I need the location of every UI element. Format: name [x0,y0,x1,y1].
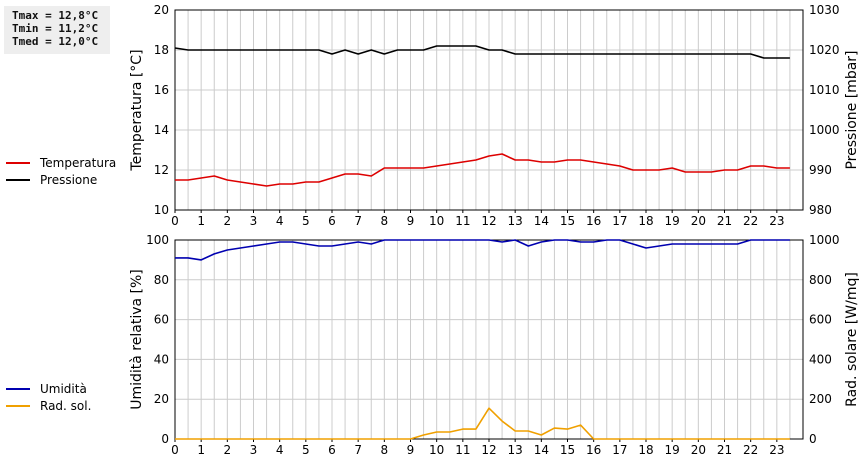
x-tick-label: 17 [612,214,627,228]
legend-swatch-pressure [6,178,30,181]
x-tick-label: 16 [586,214,601,228]
x-tick-label: 16 [586,443,601,457]
x-tick-label: 9 [407,214,415,228]
legend-item-humidity: Umidità [6,380,91,397]
y-tick-label-left: 40 [154,352,169,366]
y-tick-label-right: 1030 [809,3,840,17]
y-tick-label-right: 1000 [809,233,840,247]
x-tick-label: 9 [407,443,415,457]
x-tick-label: 18 [638,214,653,228]
y-tick-label-left: 60 [154,313,169,327]
x-tick-label: 8 [381,214,389,228]
x-tick-label: 3 [250,443,258,457]
series-line-temperature [175,153,790,187]
x-tick-label: 15 [560,443,575,457]
x-tick-label: 1 [197,214,205,228]
x-tick-label: 12 [481,443,496,457]
x-tick-label: 6 [328,214,336,228]
legend-label-humidity: Umidità [40,381,87,396]
x-tick-label: 11 [455,214,470,228]
stats-box: Tmax = 12,8°C Tmin = 11,2°C Tmed = 12,0°… [4,6,110,54]
x-tick-label: 10 [429,214,444,228]
y-tick-label-right: 990 [809,163,832,177]
series-line-humidity [175,239,790,261]
x-tick-label: 10 [429,443,444,457]
tmin-text: Tmin = 11,2°C [12,22,99,35]
y-tick-label-right: 1000 [809,123,840,137]
x-tick-label: 5 [302,443,310,457]
y-tick-label-left: 12 [154,163,169,177]
x-tick-label: 7 [354,214,362,228]
y-tick-label-right: 1020 [809,43,840,57]
y-tick-label-right: 980 [809,203,832,217]
x-tick-label: 23 [769,443,784,457]
y-tick-label-right: 600 [809,313,832,327]
y-tick-label-left: 100 [146,233,169,247]
x-tick-label: 4 [276,214,284,228]
y-axis-label-right: Pressione [mbar] [844,50,860,169]
x-tick-label: 8 [381,443,389,457]
legend-swatch-temperature [6,161,30,164]
x-tick-label: 3 [250,214,258,228]
y-tick-label-right: 200 [809,392,832,406]
legend-top: Temperatura Pressione [6,154,116,188]
x-tick-label: 4 [276,443,284,457]
x-tick-label: 0 [171,443,179,457]
legend-label-radiation: Rad. sol. [40,398,92,413]
legend-bottom: Umidità Rad. sol. [6,380,91,414]
x-tick-label: 7 [354,443,362,457]
x-tick-label: 18 [638,443,653,457]
x-tick-label: 2 [224,443,232,457]
series-line-radiation [175,407,790,440]
legend-swatch-humidity [6,387,30,390]
x-tick-label: 12 [481,214,496,228]
x-tick-label: 20 [691,214,706,228]
y-axis-label-right: Rad. solare [W/mq] [844,272,860,407]
y-tick-label-right: 1010 [809,83,840,97]
y-tick-label-left: 16 [154,83,169,97]
x-tick-label: 21 [717,443,732,457]
y-tick-label-left: 20 [154,392,169,406]
y-axis-label-left: Temperatura [°C] [129,49,145,171]
x-tick-label: 0 [171,214,179,228]
y-tick-label-right: 400 [809,352,832,366]
legend-item-temperature: Temperatura [6,154,116,171]
x-tick-label: 2 [224,214,232,228]
y-tick-label-left: 80 [154,273,169,287]
legend-label-temperature: Temperatura [40,155,117,170]
x-tick-label: 23 [769,214,784,228]
x-tick-label: 11 [455,443,470,457]
legend-item-radiation: Rad. sol. [6,397,91,414]
x-tick-label: 19 [665,214,680,228]
tmax-text: Tmax = 12,8°C [12,9,99,22]
legend-label-pressure: Pressione [40,172,98,187]
y-tick-label-left: 14 [154,123,169,137]
x-tick-label: 1 [197,443,205,457]
y-tick-label-left: 18 [154,43,169,57]
series-line-pressure [174,45,790,59]
y-tick-label-right: 800 [809,273,832,287]
x-tick-label: 6 [328,443,336,457]
x-tick-label: 5 [302,214,310,228]
y-tick-label-left: 20 [154,3,169,17]
y-tick-label-left: 10 [154,203,169,217]
x-tick-label: 13 [508,443,523,457]
x-tick-label: 19 [665,443,680,457]
x-tick-label: 15 [560,214,575,228]
x-tick-label: 21 [717,214,732,228]
x-tick-label: 22 [743,443,758,457]
x-tick-label: 14 [534,443,549,457]
x-tick-label: 13 [508,214,523,228]
x-tick-label: 20 [691,443,706,457]
y-tick-label-right: 0 [809,432,817,446]
tmed-text: Tmed = 12,0°C [12,35,99,48]
legend-swatch-radiation [6,404,30,407]
x-tick-label: 22 [743,214,758,228]
y-tick-label-left: 0 [161,432,169,446]
y-axis-label-left: Umidità relativa [%] [129,269,145,410]
x-tick-label: 17 [612,443,627,457]
legend-item-pressure: Pressione [6,171,116,188]
x-tick-label: 14 [534,214,549,228]
